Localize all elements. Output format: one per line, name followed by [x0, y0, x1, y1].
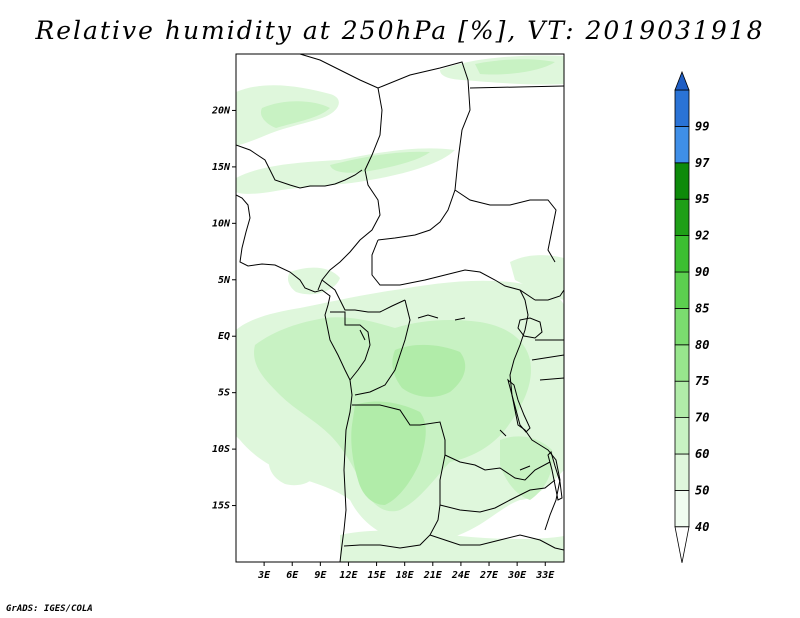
- coastline-west-africa: [236, 194, 353, 562]
- colorbar-label: 92: [695, 229, 709, 243]
- colorbar-label: 60: [695, 447, 709, 461]
- lake-tanganyika: [507, 378, 531, 433]
- colorbar-segment: [674, 198, 690, 236]
- humidity-field-north-core: [260, 101, 330, 128]
- lat-tick-label: 20N: [211, 105, 231, 116]
- border-kenya-tanzania: [531, 339, 564, 381]
- border-libya-chad: [377, 61, 471, 241]
- colorbar-label: 97: [695, 156, 710, 170]
- colorbar-label: 85: [695, 301, 709, 315]
- longitude-axis: 3E 6E 9E 12E 15E 18E 21E 24E 27E 30E 33E: [257, 562, 555, 581]
- border-congo-drc: [354, 299, 411, 396]
- map-frame: [235, 53, 565, 563]
- border-sudan-chad: [454, 189, 557, 263]
- border-east-africa: [509, 289, 561, 531]
- colorbar-segment: [674, 271, 690, 309]
- colorbar-bottom-cap: [674, 526, 690, 563]
- lake-malawi: [547, 451, 563, 501]
- colorbar-segment: [674, 162, 690, 200]
- lon-tick-label: 27E: [479, 570, 499, 581]
- colorbar: 40 50 60 70 75 80 85 90 92 95 97 99: [674, 70, 710, 563]
- lon-tick-label: 30E: [507, 570, 527, 581]
- lon-tick-label: 15E: [368, 570, 387, 581]
- border-east-highlands: [535, 289, 564, 301]
- colorbar-segment: [674, 417, 690, 455]
- colorbar-segment: [674, 235, 690, 273]
- colorbar-label: 80: [695, 338, 709, 352]
- colorbar-label: 90: [695, 265, 709, 279]
- map-boundaries: [236, 54, 564, 562]
- lat-tick-label: 10N: [212, 218, 231, 229]
- border-zambia: [439, 479, 556, 513]
- humidity-field-gulf: [288, 267, 340, 295]
- humidity-field-angola-core: [351, 401, 426, 505]
- humidity-field-central-core: [392, 344, 466, 397]
- border-gabon-congo: [330, 311, 371, 381]
- lon-tick-label: 6E: [286, 570, 299, 581]
- lat-tick-label: 10S: [212, 444, 230, 455]
- lon-tick-label: 33E: [535, 570, 555, 581]
- border-car: [371, 239, 536, 301]
- lat-tick-label: 5N: [218, 275, 231, 286]
- border-drc-angola: [352, 404, 551, 481]
- colorbar-segment: [674, 89, 690, 127]
- humidity-field-ne-core: [475, 59, 555, 75]
- border-cameroon: [321, 279, 406, 313]
- lon-tick-label: 24E: [451, 570, 471, 581]
- colorbar-segment: [674, 380, 690, 419]
- colorbar-segment: [674, 307, 690, 346]
- grads-credit: GrADS: IGES/COLA: [6, 604, 93, 614]
- lon-tick-label: 21E: [423, 570, 443, 581]
- lat-tick-label: 15S: [212, 501, 230, 512]
- lon-tick-label: 18E: [396, 570, 415, 581]
- lat-tick-label: 15N: [212, 162, 231, 173]
- border-angola-zambia: [343, 454, 446, 549]
- lon-tick-label: 9E: [314, 570, 327, 581]
- border-mali-niger: [299, 54, 383, 291]
- lake-victoria: [517, 317, 543, 339]
- colorbar-label: 75: [695, 374, 709, 388]
- colorbar-top-cap: [674, 70, 690, 91]
- border-sahara: [236, 144, 363, 189]
- colorbar-label: 99: [695, 119, 709, 133]
- colorbar-label: 95: [695, 192, 709, 206]
- colorbar-segment: [674, 344, 690, 382]
- humidity-field-se-band: [500, 436, 553, 500]
- colorbar-label: 70: [695, 411, 709, 425]
- latitude-axis: 20N 15N 10N 5N EQ 5S 10S 15S: [211, 105, 236, 512]
- humidity-field-sahel-core: [330, 151, 430, 173]
- colorbar-segment: [674, 453, 690, 491]
- humidity-field-southwest: [268, 453, 320, 486]
- border-egypt-sudan: [469, 85, 564, 89]
- colorbar-label: 40: [695, 520, 709, 534]
- lon-tick-label: 3E: [257, 570, 271, 581]
- colorbar-segment: [674, 126, 690, 164]
- border-zimbabwe: [429, 534, 564, 551]
- humidity-field-south: [340, 530, 564, 562]
- colorbar-label: 50: [695, 483, 709, 497]
- map-title: Relative humidity at 250hPa [%], VT: 201…: [35, 16, 765, 45]
- river-segments: [359, 314, 531, 471]
- lon-tick-label: 12E: [339, 570, 358, 581]
- lat-tick-label: EQ: [218, 331, 230, 342]
- colorbar-segment: [674, 489, 690, 528]
- humidity-field-east-highlands: [510, 255, 564, 300]
- humidity-shading: [236, 55, 564, 562]
- lat-tick-label: 5S: [218, 388, 230, 399]
